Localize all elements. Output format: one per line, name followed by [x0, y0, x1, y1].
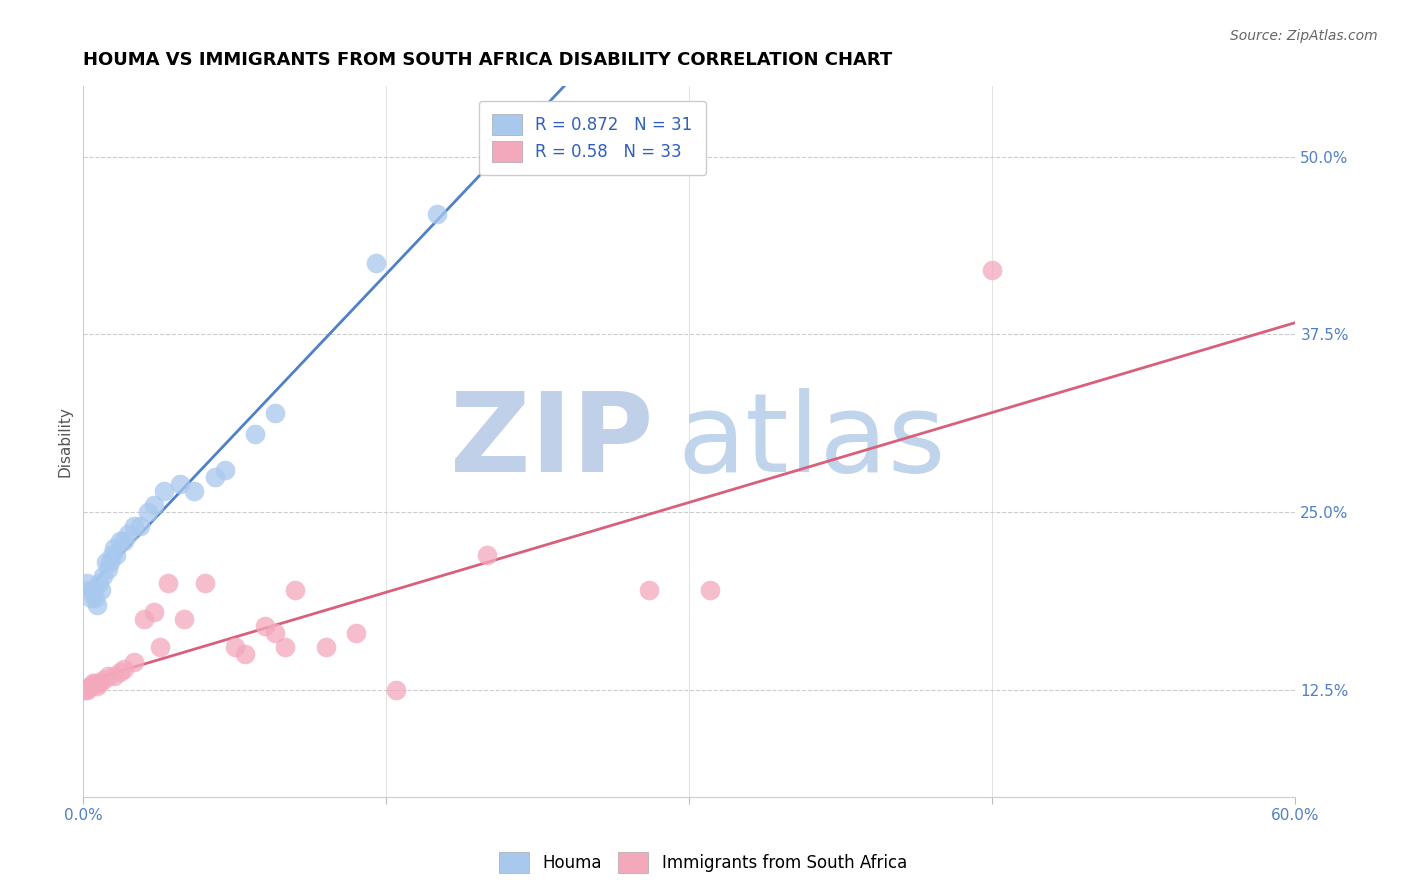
Point: [699, 583, 721, 598]
Point: [122, 519, 145, 533]
Point: [132, 612, 155, 626]
Point: [193, 576, 215, 591]
Point: [243, 427, 266, 442]
Point: [79, 583, 101, 598]
Point: [112, 662, 135, 676]
Point: [112, 533, 135, 548]
Point: [86, 598, 108, 612]
Point: [108, 533, 131, 548]
Point: [75, 683, 97, 698]
Point: [76, 576, 98, 591]
Point: [173, 612, 195, 626]
Point: [98, 555, 121, 569]
Point: [143, 498, 166, 512]
Point: [204, 469, 226, 483]
Point: [214, 462, 236, 476]
Point: [76, 683, 98, 698]
Text: ZIP: ZIP: [450, 388, 652, 494]
Point: [638, 583, 661, 598]
Point: [153, 483, 176, 498]
Y-axis label: Disability: Disability: [58, 406, 72, 476]
Legend: Houma, Immigrants from South Africa: Houma, Immigrants from South Africa: [492, 846, 914, 880]
Point: [90, 583, 112, 598]
Text: HOUMA VS IMMIGRANTS FROM SOUTH AFRICA DISABILITY CORRELATION CHART: HOUMA VS IMMIGRANTS FROM SOUTH AFRICA DI…: [83, 51, 893, 69]
Point: [157, 576, 180, 591]
Point: [96, 562, 118, 576]
Text: Source: ZipAtlas.com: Source: ZipAtlas.com: [1230, 29, 1378, 44]
Point: [344, 626, 367, 640]
Point: [94, 555, 117, 569]
Point: [89, 676, 111, 690]
Point: [84, 591, 107, 605]
Point: [89, 576, 111, 591]
Text: atlas: atlas: [678, 388, 946, 494]
Point: [254, 619, 277, 633]
Point: [264, 406, 287, 420]
Point: [79, 680, 101, 694]
Point: [93, 569, 115, 583]
Point: [136, 505, 159, 519]
Point: [122, 655, 145, 669]
Point: [315, 640, 337, 655]
Point: [169, 476, 191, 491]
Point: [82, 676, 104, 690]
Point: [82, 583, 104, 598]
Point: [86, 679, 108, 693]
Point: [143, 605, 166, 619]
Point: [96, 669, 118, 683]
Point: [366, 256, 388, 270]
Point: [183, 483, 205, 498]
Point: [100, 548, 122, 562]
Point: [264, 626, 287, 640]
Point: [477, 548, 499, 562]
Point: [981, 263, 1004, 277]
Point: [84, 676, 107, 690]
Point: [103, 541, 125, 555]
Point: [149, 640, 172, 655]
Point: [426, 206, 449, 220]
Point: [117, 526, 139, 541]
Point: [93, 673, 115, 687]
Point: [274, 640, 297, 655]
Point: [103, 669, 125, 683]
Point: [80, 679, 103, 693]
Point: [128, 519, 150, 533]
Legend: R = 0.872   N = 31, R = 0.58   N = 33: R = 0.872 N = 31, R = 0.58 N = 33: [479, 101, 706, 175]
Point: [80, 591, 103, 605]
Point: [284, 583, 307, 598]
Point: [108, 665, 131, 679]
Point: [104, 548, 127, 562]
Point: [385, 683, 408, 698]
Point: [224, 640, 246, 655]
Point: [233, 648, 256, 662]
